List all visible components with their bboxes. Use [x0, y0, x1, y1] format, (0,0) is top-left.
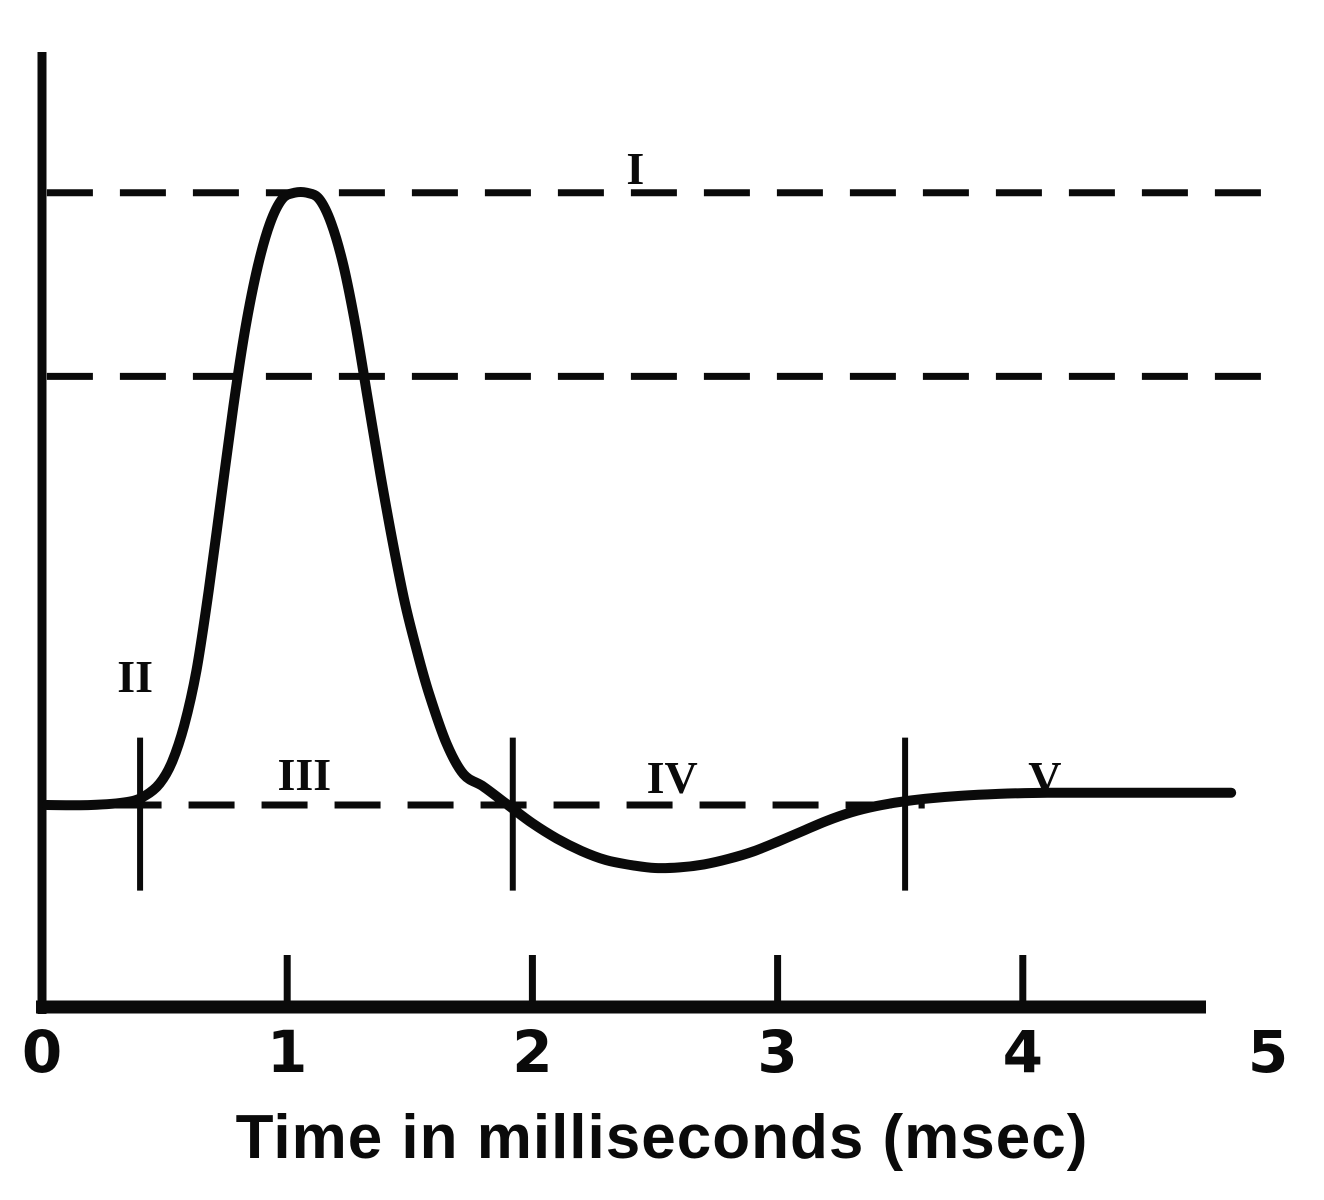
- phase-label-IV: IV: [647, 752, 698, 803]
- x-tick-label-4: 4: [1003, 1018, 1043, 1086]
- action-potential-curve: [41, 186, 1237, 874]
- x-tick-label-3: 3: [757, 1018, 797, 1086]
- x-tick-label-5: 5: [1248, 1018, 1288, 1086]
- x-tick-label-2: 2: [512, 1018, 552, 1086]
- x-axis-title: Time in milliseconds (msec): [235, 1103, 1089, 1172]
- phase-label-V: V: [1028, 752, 1061, 803]
- x-tick-label-0: 0: [22, 1018, 62, 1086]
- phase-label-I: I: [626, 143, 644, 194]
- x-tick-label-1: 1: [267, 1018, 307, 1086]
- phase-label-II: II: [117, 651, 153, 702]
- phase-label-III: III: [278, 749, 332, 800]
